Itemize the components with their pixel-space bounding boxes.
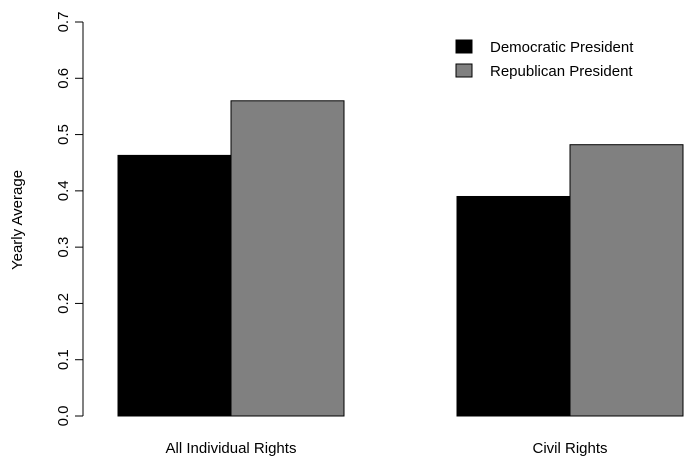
y-tick-label: 0.5 (55, 124, 72, 145)
bar-democratic-1 (456, 195, 571, 417)
bar-republican-0 (230, 100, 345, 417)
y-tick-label: 0.7 (55, 12, 72, 33)
bars (117, 100, 684, 417)
y-axis: 0.0 0.1 0.2 0.3 0.4 0.5 0.6 0.7 (55, 12, 84, 427)
legend: Democratic President Republican President (455, 39, 634, 80)
y-axis-label: Yearly Average (9, 170, 26, 270)
y-tick-label: 0.1 (55, 349, 72, 370)
y-tick-label: 0.6 (55, 68, 72, 89)
legend-swatch (455, 39, 473, 54)
legend-label: Democratic President (490, 39, 634, 56)
x-axis-labels: All Individual Rights Civil Rights (166, 440, 608, 456)
x-category-label: Civil Rights (532, 440, 607, 456)
x-category-label: All Individual Rights (166, 440, 297, 456)
legend-swatch (455, 63, 473, 78)
y-tick-label: 0.4 (55, 180, 72, 201)
y-tick-label: 0.2 (55, 293, 72, 314)
legend-label: Republican President (490, 63, 633, 80)
y-tick-label: 0.3 (55, 237, 72, 258)
bar-republican-1 (569, 144, 684, 417)
y-tick-label: 0.0 (55, 406, 72, 427)
bar-democratic-0 (117, 154, 232, 417)
